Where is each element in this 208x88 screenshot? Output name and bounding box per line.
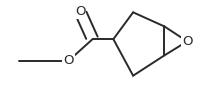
Text: O: O [182, 35, 192, 48]
Text: O: O [63, 54, 74, 67]
Text: O: O [75, 5, 85, 18]
